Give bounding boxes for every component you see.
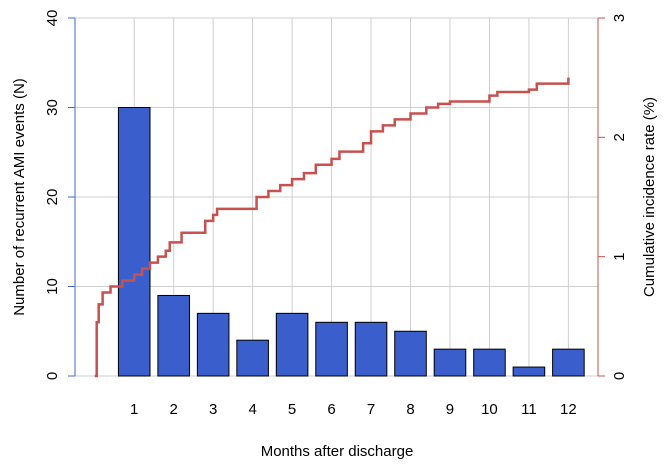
x-tick-label: 11 bbox=[521, 401, 537, 418]
bar bbox=[236, 339, 269, 377]
y2-tick-label: 3 bbox=[611, 14, 628, 22]
bar bbox=[354, 321, 388, 377]
y-tick-label: 20 bbox=[44, 189, 61, 206]
y-tick-label: 0 bbox=[44, 372, 61, 380]
y2-tick-label: 2 bbox=[611, 133, 628, 141]
x-tick-label: 6 bbox=[327, 401, 335, 418]
bar bbox=[473, 348, 506, 377]
y-tick-label: 40 bbox=[44, 10, 61, 27]
bar bbox=[433, 348, 467, 377]
x-tick-label: 12 bbox=[560, 401, 577, 418]
x-tick-label: 4 bbox=[248, 401, 256, 418]
x-tick-label: 10 bbox=[481, 401, 498, 418]
y-tick-label: 30 bbox=[44, 99, 61, 116]
y2-axis-label: Cumulative incidence rate (%) bbox=[641, 97, 658, 297]
x-tick-label: 1 bbox=[130, 401, 138, 418]
x-tick-label: 2 bbox=[170, 401, 178, 418]
cumulative-line bbox=[94, 77, 570, 378]
x-tick-label: 5 bbox=[288, 401, 296, 418]
y2-tick-label: 1 bbox=[611, 252, 628, 260]
bar bbox=[552, 348, 585, 377]
bar bbox=[157, 294, 190, 377]
x-tick-label: 3 bbox=[209, 401, 217, 418]
bar bbox=[117, 107, 151, 377]
x-tick-label: 8 bbox=[406, 401, 414, 418]
x-tick-label: 9 bbox=[446, 401, 454, 418]
x-axis-label: Months after discharge bbox=[261, 443, 414, 460]
x-tick-label: 7 bbox=[367, 401, 375, 418]
y2-tick-label: 0 bbox=[611, 372, 628, 380]
bar bbox=[275, 312, 309, 377]
y-axis-label: Number of recurrent AMI events (N) bbox=[11, 78, 28, 316]
y-tick-label: 10 bbox=[44, 278, 61, 295]
bar bbox=[512, 366, 546, 377]
bar bbox=[196, 312, 230, 377]
bar bbox=[394, 330, 427, 377]
bar bbox=[315, 321, 348, 377]
